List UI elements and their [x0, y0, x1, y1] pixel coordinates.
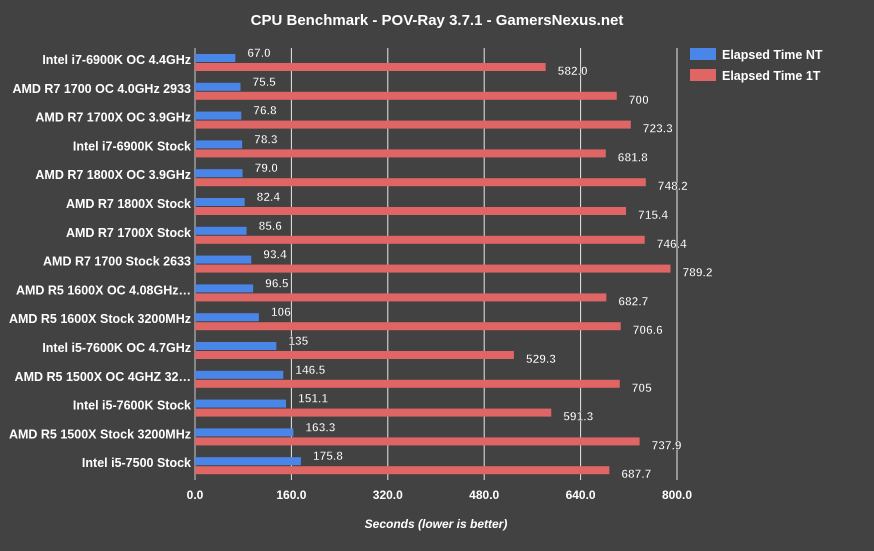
category-label: AMD R7 1800X Stock — [66, 197, 191, 211]
data-label: 591.3 — [563, 410, 593, 424]
bar-nt — [195, 82, 241, 91]
data-label: 67.0 — [247, 46, 271, 60]
bar-1t — [195, 322, 621, 331]
bar-nt — [195, 226, 247, 235]
data-label: 705 — [632, 381, 652, 395]
data-label: 737.9 — [652, 438, 682, 452]
data-label: 96.5 — [265, 276, 289, 290]
legend: Elapsed Time NT Elapsed Time 1T — [690, 48, 823, 83]
data-label: 746.4 — [657, 237, 687, 251]
data-label: 106 — [271, 305, 291, 319]
data-label: 582.0 — [558, 64, 588, 78]
category-label: AMD R7 1800X OC 3.9GHz — [35, 168, 191, 182]
bar-1t — [195, 149, 606, 158]
data-label: 706.6 — [633, 323, 663, 337]
category-label: AMD R5 1500X Stock 3200MHz — [9, 427, 191, 441]
category-label: AMD R5 1600X OC 4.08GHz… — [16, 283, 191, 297]
category-label: Intel i7-6900K Stock — [73, 139, 191, 153]
bar-nt — [195, 284, 254, 293]
category-label: AMD R7 1700X Stock — [66, 226, 191, 240]
data-label: 85.6 — [259, 219, 283, 233]
bar-nt — [195, 169, 243, 178]
bar-nt — [195, 370, 284, 379]
category-label: AMD R7 1700X OC 3.9GHz — [35, 111, 191, 125]
data-label: 151.1 — [298, 392, 328, 406]
category-label: AMD R7 1700 Stock 2633 — [43, 255, 191, 269]
x-tick-label: 320.0 — [373, 488, 403, 502]
x-tick-label: 800.0 — [662, 488, 692, 502]
category-label: AMD R5 1500X OC 4GHZ 32… — [15, 370, 191, 384]
data-label: 93.4 — [263, 248, 287, 262]
bar-1t — [195, 63, 546, 71]
bar-1t — [195, 408, 552, 417]
data-label: 687.7 — [621, 467, 651, 481]
data-label: 681.8 — [618, 150, 648, 164]
category-label: Intel i5-7600K Stock — [73, 399, 191, 413]
data-label: 135 — [288, 334, 308, 348]
data-label: 682.7 — [618, 294, 648, 308]
data-label: 76.8 — [253, 104, 277, 118]
data-label: 748.2 — [658, 179, 688, 193]
data-label: 715.4 — [638, 208, 668, 222]
x-tick-label: 480.0 — [469, 488, 499, 502]
bar-1t — [195, 91, 617, 100]
bar-1t — [195, 235, 645, 244]
legend-swatch — [690, 69, 716, 81]
x-tick-label: 640.0 — [566, 488, 596, 502]
data-label: 163.3 — [305, 420, 335, 434]
legend-entry: Elapsed Time NT — [722, 48, 823, 62]
chart-title: CPU Benchmark - POV-Ray 3.7.1 - GamersNe… — [251, 12, 624, 29]
bar-1t — [195, 120, 631, 129]
bar-nt — [195, 54, 236, 62]
bar-1t — [195, 351, 514, 359]
bar-nt — [195, 255, 252, 264]
data-label: 700 — [629, 93, 649, 107]
bar-1t — [195, 264, 671, 273]
x-tick-label: 160.0 — [276, 488, 306, 502]
legend-entry: Elapsed Time 1T — [722, 69, 821, 83]
bar-nt — [195, 140, 243, 149]
bar-1t — [195, 293, 607, 302]
data-label: 146.5 — [295, 363, 325, 377]
data-label: 175.8 — [313, 449, 343, 463]
bar-nt — [195, 428, 294, 437]
data-label: 789.2 — [682, 266, 712, 280]
bar-1t — [195, 207, 627, 215]
data-label: 78.3 — [254, 132, 278, 146]
data-label: 723.3 — [643, 122, 673, 136]
x-axis-label: Seconds (lower is better) — [365, 517, 508, 531]
data-label: 79.0 — [255, 161, 279, 175]
legend-swatch — [690, 48, 716, 60]
category-label: AMD R7 1700 OC 4.0GHz 2933 — [12, 82, 191, 96]
bar-nt — [195, 198, 245, 206]
bar-nt — [195, 313, 259, 322]
bar-1t — [195, 379, 620, 388]
bar-nt — [195, 342, 277, 350]
category-label: AMD R5 1600X Stock 3200MHz — [9, 312, 191, 326]
category-label: Intel i5-7500 Stock — [82, 456, 191, 470]
bar-1t — [195, 466, 610, 475]
bar-nt — [195, 457, 301, 466]
bar-nt — [195, 111, 242, 120]
data-label: 75.5 — [252, 75, 276, 89]
category-label: Intel i5-7600K OC 4.7GHz — [42, 341, 191, 355]
bar-nt — [195, 399, 287, 408]
data-label: 529.3 — [526, 352, 556, 366]
bar-1t — [195, 437, 640, 446]
category-label: Intel i7-6900K OC 4.4GHz — [42, 53, 191, 67]
x-tick-label: 0.0 — [187, 488, 204, 502]
data-label: 82.4 — [257, 190, 281, 204]
bar-1t — [195, 178, 646, 187]
